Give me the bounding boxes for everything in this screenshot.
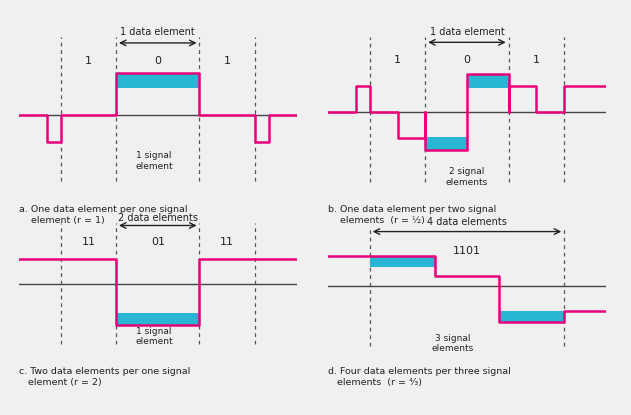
Bar bbox=[370, 256, 435, 267]
Text: a. One data element per one signal
    element (r = 1): a. One data element per one signal eleme… bbox=[19, 205, 187, 225]
Text: c. Two data elements per one signal
   element (r = 2): c. Two data elements per one signal elem… bbox=[19, 367, 190, 387]
Text: 1 signal
element: 1 signal element bbox=[136, 327, 173, 346]
Text: 1101: 1101 bbox=[453, 247, 481, 256]
Text: 01: 01 bbox=[151, 237, 165, 247]
Text: 1 data element: 1 data element bbox=[430, 27, 504, 37]
Text: d. Four data elements per three signal
   elements  (r = ⁴⁄₃): d. Four data elements per three signal e… bbox=[328, 367, 511, 387]
Text: 0: 0 bbox=[463, 55, 471, 65]
Text: 2 signal
elements: 2 signal elements bbox=[446, 167, 488, 187]
Text: 3 signal
elements: 3 signal elements bbox=[432, 334, 474, 353]
Text: 2 data elements: 2 data elements bbox=[118, 213, 198, 223]
Text: 4 data elements: 4 data elements bbox=[427, 217, 507, 227]
Bar bbox=[116, 313, 199, 325]
Text: 1: 1 bbox=[533, 55, 540, 65]
Bar bbox=[116, 73, 199, 88]
Text: b. One data element per two signal
    elements  (r = ½): b. One data element per two signal eleme… bbox=[328, 205, 497, 225]
Text: 11: 11 bbox=[220, 237, 234, 247]
Text: 0: 0 bbox=[154, 56, 162, 66]
Text: 1: 1 bbox=[85, 56, 92, 66]
Bar bbox=[425, 137, 467, 150]
Text: 1: 1 bbox=[394, 55, 401, 65]
Bar bbox=[499, 311, 564, 322]
Text: 1 data element: 1 data element bbox=[121, 27, 195, 37]
Bar bbox=[467, 75, 509, 88]
Text: 11: 11 bbox=[81, 237, 95, 247]
Text: 1 signal
element: 1 signal element bbox=[136, 151, 173, 171]
Text: 1: 1 bbox=[223, 56, 231, 66]
